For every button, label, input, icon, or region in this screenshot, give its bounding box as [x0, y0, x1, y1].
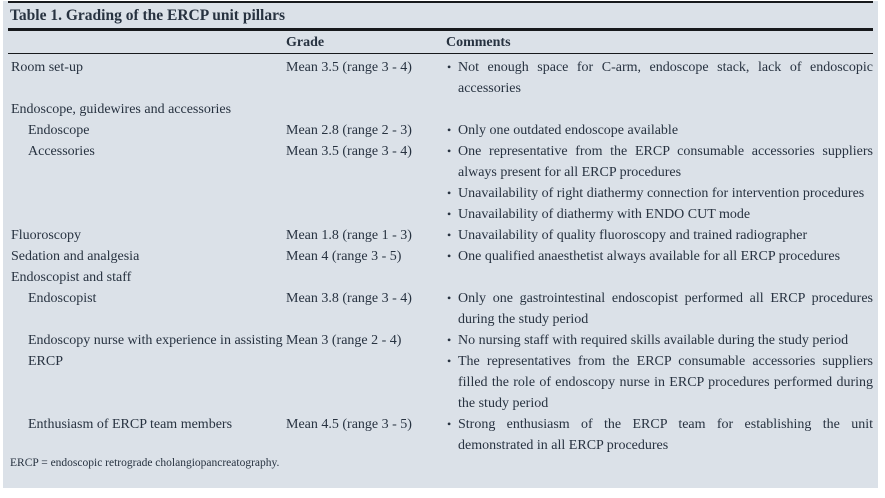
comments-list: Unavailability of quality fluoroscopy an…: [437, 225, 873, 246]
comments-list: No nursing staff with required skills av…: [437, 330, 873, 414]
comment-item: One qualified anaesthetist always availa…: [443, 246, 873, 267]
comment-item: Only one gastrointestinal endoscopist pe…: [443, 288, 873, 330]
pillar-label: Endoscopy nurse with experience in assis…: [28, 333, 283, 369]
table-row: Enthusiasm of ERCP team members Mean 4.5…: [8, 414, 873, 456]
comment-item: Strong enthusiasm of the ERCP team for e…: [443, 414, 873, 456]
comments-cell: [437, 99, 873, 120]
comments-cell: One qualified anaesthetist always availa…: [437, 246, 873, 267]
table-row: Endoscope Mean 2.8 (range 2 - 3) Only on…: [8, 120, 873, 141]
pillar-label: Endoscopist: [28, 291, 97, 306]
table-header: Grade Comments: [8, 31, 873, 54]
grade-value: [283, 99, 437, 120]
table-row: Endoscopist and staff: [8, 267, 873, 288]
pillar-label: Fluoroscopy: [11, 228, 81, 243]
table-row: Endoscope, guidewires and accessories: [8, 99, 873, 120]
comments-cell: Unavailability of quality fluoroscopy an…: [437, 225, 873, 246]
comments-cell: No nursing staff with required skills av…: [437, 330, 873, 414]
comments-list: Not enough space for C-arm, endoscope st…: [437, 57, 873, 99]
grade-value: [283, 267, 437, 288]
comment-item: Not enough space for C-arm, endoscope st…: [443, 57, 873, 99]
grade-value: Mean 3.5 (range 3 - 4): [286, 144, 412, 159]
comment-item: Unavailability of right diathermy connec…: [443, 183, 873, 204]
grade-value: Mean 4.5 (range 3 - 5): [286, 417, 412, 432]
comments-cell: [437, 267, 873, 288]
comment-item: One representative from the ERCP consuma…: [443, 141, 873, 183]
table-row: Sedation and analgesia Mean 4 (range 3 -…: [8, 246, 873, 267]
comments-list: Only one outdated endoscope available: [437, 120, 873, 141]
table-row: Endoscopist Mean 3.8 (range 3 - 4) Only …: [8, 288, 873, 330]
column-header-grade: Grade: [283, 31, 437, 54]
comment-item: No nursing staff with required skills av…: [443, 330, 873, 351]
pillar-label: Endoscopist and staff: [11, 270, 132, 285]
grade-value: Mean 2.8 (range 2 - 3): [286, 123, 412, 138]
pillar-label: Endoscope, guidewires and accessories: [11, 102, 232, 117]
grade-value: Mean 4 (range 3 - 5): [286, 249, 402, 264]
table-row: Room set-up Mean 3.5 (range 3 - 4) Not e…: [8, 54, 873, 100]
comments-list: One qualified anaesthetist always availa…: [437, 246, 873, 267]
pillar-label: Sedation and analgesia: [11, 249, 140, 264]
title-rule: [8, 28, 873, 31]
grade-value: Mean 1.8 (range 1 - 3): [286, 228, 412, 243]
comments-list: Strong enthusiasm of the ERCP team for e…: [437, 414, 873, 456]
comments-cell: Strong enthusiasm of the ERCP team for e…: [437, 414, 873, 456]
comment-item: Only one outdated endoscope available: [443, 120, 873, 141]
comment-item: The representatives from the ERCP consum…: [443, 351, 873, 414]
table-row: Endoscopy nurse with experience in assis…: [8, 330, 873, 414]
table-row: Fluoroscopy Mean 1.8 (range 1 - 3) Unava…: [8, 225, 873, 246]
table-panel: Table 1. Grading of the ERCP unit pillar…: [3, 1, 878, 488]
pillar-label: Enthusiasm of ERCP team members: [28, 417, 233, 432]
grade-value: Mean 3 (range 2 - 4): [286, 333, 402, 348]
comments-cell: Only one gastrointestinal endoscopist pe…: [437, 288, 873, 330]
table-title: Table 1. Grading of the ERCP unit pillar…: [10, 7, 286, 24]
comment-item: Unavailability of quality fluoroscopy an…: [443, 225, 873, 246]
table-body: Room set-up Mean 3.5 (range 3 - 4) Not e…: [8, 54, 873, 457]
pillar-label: Accessories: [28, 144, 95, 159]
comments-cell: Only one outdated endoscope available: [437, 120, 873, 141]
column-header-comments: Comments: [437, 31, 873, 54]
comments-list: One representative from the ERCP consuma…: [437, 141, 873, 225]
comments-cell: One representative from the ERCP consuma…: [437, 141, 873, 225]
comments-list: Only one gastrointestinal endoscopist pe…: [437, 288, 873, 330]
table-row: Accessories Mean 3.5 (range 3 - 4) One r…: [8, 141, 873, 225]
pillar-label: Room set-up: [11, 60, 83, 75]
grade-value: Mean 3.8 (range 3 - 4): [286, 291, 412, 306]
grading-table: Grade Comments Room set-up Mean 3.5 (ran…: [8, 31, 873, 456]
pillar-label: Endoscope: [28, 123, 90, 138]
top-rule: [8, 1, 873, 3]
comments-cell: Not enough space for C-arm, endoscope st…: [437, 54, 873, 100]
table-footnote: ERCP = endoscopic retrograde cholangiopa…: [10, 457, 280, 469]
comment-item: Unavailability of diathermy with ENDO CU…: [443, 204, 873, 225]
column-header-pillar: [8, 31, 283, 54]
grade-value: Mean 3.5 (range 3 - 4): [286, 60, 412, 75]
